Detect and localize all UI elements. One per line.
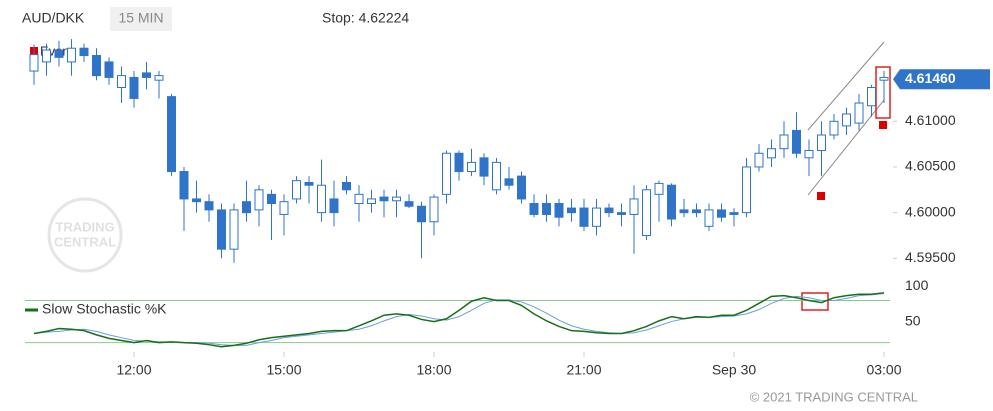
- candle-body: [192, 198, 201, 203]
- y-tick-label: 4.59500: [905, 249, 956, 265]
- candle-body: [529, 202, 539, 215]
- x-tick-label: 03:00: [866, 362, 901, 378]
- candle-body: [142, 72, 151, 78]
- watermark-line: TRADING: [55, 219, 114, 234]
- x-tick-label: 15:00: [266, 362, 301, 378]
- signal-box: [801, 292, 829, 311]
- y-tick-label: 4.61000: [905, 112, 956, 128]
- candle-body: [217, 209, 226, 250]
- candle-body: [567, 207, 576, 214]
- channel-line: [807, 41, 885, 131]
- candle-body: [629, 198, 639, 215]
- candle-body: [867, 86, 876, 107]
- candle-body: [504, 178, 514, 186]
- candle-body: [54, 49, 64, 58]
- watermark-line: CENTRAL: [54, 234, 116, 249]
- candle-body: [154, 75, 164, 81]
- candle-body: [479, 157, 489, 177]
- candle-body: [379, 196, 389, 202]
- candle-body: [792, 129, 801, 154]
- candle-body: [342, 181, 351, 191]
- candle-body: [42, 49, 51, 63]
- candle-body: [317, 184, 326, 214]
- interval-badge: [110, 7, 172, 31]
- stochastic-line: [33, 292, 885, 348]
- x-tick-label: Sep 30: [712, 362, 757, 378]
- event-marker: [879, 121, 887, 129]
- watermark: TRADING CENTRAL: [47, 197, 123, 273]
- candle-body: [429, 196, 439, 223]
- candle-body: [92, 55, 101, 77]
- candle-body: [392, 196, 401, 202]
- candle-body: [242, 201, 251, 214]
- x-tick-label: 21:00: [566, 362, 601, 378]
- stop: Stop: 4.62224: [322, 10, 409, 26]
- candle-body: [667, 184, 676, 220]
- x-tick-label: 18:00: [416, 362, 451, 378]
- candle-body: [542, 202, 551, 215]
- candle-body: [354, 193, 364, 204]
- legend-label: Slow Stochastic %K: [42, 301, 167, 317]
- candle-body: [717, 209, 726, 218]
- candle-body: [854, 102, 864, 124]
- x-tick-label: 12:00: [116, 362, 151, 378]
- candle-body: [604, 207, 614, 214]
- candle-body: [579, 207, 589, 227]
- candle-body: [754, 152, 764, 168]
- candle-body: [442, 152, 451, 195]
- last-price-tag: [893, 69, 990, 90]
- candle-body: [254, 189, 264, 211]
- candle-body: [204, 201, 214, 211]
- candle-body: [129, 76, 139, 99]
- candle-body: [679, 209, 689, 214]
- candle-body: [842, 113, 851, 127]
- candle-body: [267, 193, 276, 204]
- candle-body: [804, 150, 814, 159]
- candle-body: [29, 54, 39, 72]
- candle-body: [554, 202, 564, 218]
- candle-body: [79, 47, 89, 57]
- candle-body: [617, 212, 626, 215]
- last-price-label: 4.61460: [905, 70, 956, 86]
- candle-body: [167, 96, 176, 173]
- interval: 15 MIN: [118, 10, 163, 26]
- candle-body: [467, 161, 476, 173]
- candle-body: [517, 175, 526, 200]
- symbol: AUD/DKK: [22, 10, 85, 26]
- candle-body: [417, 205, 426, 223]
- candle-body: [292, 180, 301, 200]
- candle-body: [779, 134, 789, 150]
- candle-body: [179, 171, 189, 200]
- y-tick-label: 100: [905, 277, 929, 293]
- candle-body: [817, 134, 826, 152]
- candle-body: [117, 75, 126, 88]
- candle-body: [729, 212, 739, 215]
- candle-body: [229, 209, 239, 250]
- candle-body: [879, 76, 889, 81]
- candle-body: [642, 189, 651, 236]
- candle-body: [492, 161, 501, 191]
- candle-body: [692, 209, 701, 214]
- event-marker: [817, 192, 825, 200]
- y-tick-label: 4.60500: [905, 158, 956, 174]
- candle-body: [67, 47, 76, 63]
- candle-body: [279, 201, 289, 215]
- candle-body: [654, 182, 664, 195]
- candle-body: [329, 198, 339, 214]
- copyright: © 2021 TRADING CENTRAL: [750, 389, 918, 404]
- candle-body: [404, 201, 414, 207]
- candle-body: [592, 207, 601, 227]
- candle-body: [829, 120, 839, 136]
- candle-body: [704, 209, 714, 227]
- candle-body: [767, 148, 776, 159]
- candle-body: [742, 166, 751, 214]
- y-tick-label: 4.60000: [905, 203, 956, 219]
- candle-body: [454, 152, 464, 173]
- candle-body: [367, 198, 376, 204]
- y-tick-label: 50: [905, 312, 921, 328]
- candle-body: [104, 61, 114, 78]
- candle-body: [304, 181, 314, 186]
- signal-box: [875, 66, 891, 119]
